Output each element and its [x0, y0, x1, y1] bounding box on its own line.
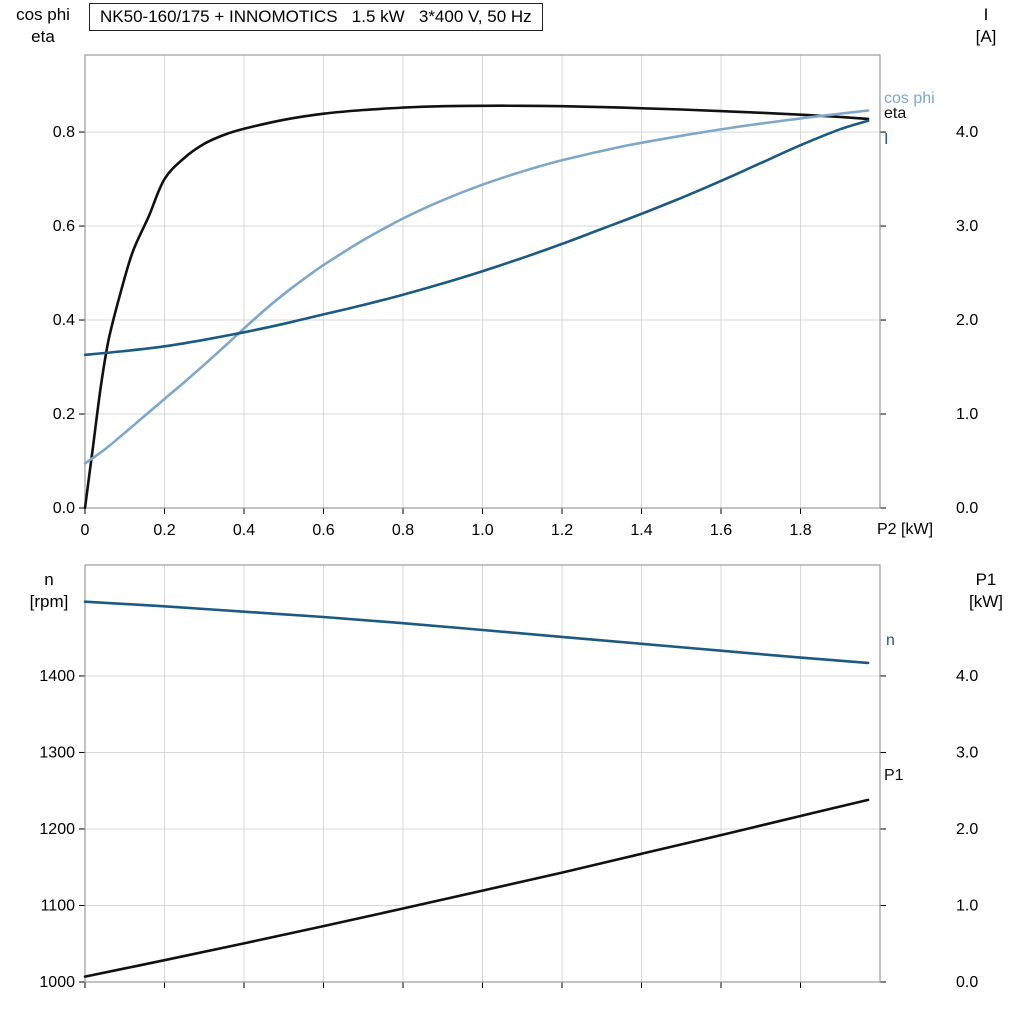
x-tick-label: 0.8	[392, 522, 414, 539]
left-tick-label: 1400	[39, 668, 75, 685]
lower-left-axis-title-line1: n	[44, 570, 54, 589]
x-tick-label: 1.6	[710, 522, 732, 539]
left-tick-label: 1000	[39, 974, 75, 991]
x-tick-label: 0.4	[233, 522, 255, 539]
lower-right-axis-title-line1: P1	[975, 570, 997, 589]
right-tick-label: 2.0	[956, 312, 978, 329]
right-tick-label: 0.0	[956, 500, 978, 517]
right-tick-label: 1.0	[956, 406, 978, 423]
x-axis-label: P2 [kW]	[877, 521, 934, 538]
lower-left-axis-title: n [rpm]	[12, 569, 86, 613]
upper-left-axis-title-line2: eta	[31, 27, 55, 46]
left-tick-label: 0.0	[53, 500, 75, 517]
curve-label-power-in: P1	[884, 767, 904, 784]
lower-right-axis-title: P1 [kW]	[954, 569, 1018, 613]
curve-label-cos-phi: cos phi	[884, 90, 935, 107]
series-i	[83, 119, 870, 357]
x-tick-label: 0.2	[153, 522, 175, 539]
series-n	[83, 600, 870, 665]
x-tick-label: 1.8	[789, 522, 811, 539]
left-tick-label: 0.6	[53, 218, 75, 235]
left-tick-label: 1300	[39, 744, 75, 761]
lower-left-axis-title-line2: [rpm]	[29, 592, 69, 611]
curve-label-current: I	[884, 131, 889, 148]
right-tick-label: 1.0	[956, 897, 978, 914]
curve-label-speed: n	[886, 632, 895, 649]
right-tick-label: 2.0	[956, 821, 978, 838]
left-tick-label: 0.4	[53, 312, 75, 329]
lower-chart: 1000 1100 1200 1300 1400 0.0 1.0 2.0 3.0 4.0	[39, 564, 978, 991]
upper-right-axis-title-line2: [A]	[975, 27, 997, 46]
right-tick-label: 4.0	[956, 668, 978, 685]
x-tick-label: 0	[81, 522, 90, 539]
right-tick-label: 3.0	[956, 744, 978, 761]
upper-left-axis-title-line1: cos phi	[16, 5, 70, 24]
plot-border	[84, 54, 881, 509]
right-tick-label: 4.0	[956, 124, 978, 141]
x-tick-label: 1.2	[551, 522, 573, 539]
chart-title: NK50-160/175 + INNOMOTICS 1.5 kW 3*400 V…	[89, 3, 543, 31]
upper-right-axis-title-line1: I	[983, 5, 989, 24]
upper-chart: 0 0.2 0.4 0.6 0.8 1.0 1.2 1.4 1.6 1.8 0.0 0.2 0.4 0.6…	[53, 54, 978, 539]
left-tick-label: 0.8	[53, 124, 75, 141]
right-tick-label: 0.0	[956, 974, 978, 991]
upper-right-axis-title: I [A]	[954, 4, 1018, 48]
lower-right-axis-title-line2: [kW]	[969, 592, 1003, 611]
x-tick-label: 1.0	[471, 522, 493, 539]
left-tick-label: 1100	[41, 897, 76, 914]
left-tick-label: 1200	[39, 821, 75, 838]
series-p1	[83, 798, 870, 978]
right-tick-label: 3.0	[956, 218, 978, 235]
curve-label-eta: eta	[884, 105, 907, 122]
upper-left-axis-title: cos phi eta	[4, 4, 82, 48]
left-tick-label: 0.2	[53, 406, 75, 423]
x-tick-label: 1.4	[630, 522, 652, 539]
x-tick-label: 0.6	[312, 522, 334, 539]
series-cos-phi	[83, 109, 870, 465]
plot-border	[84, 564, 881, 983]
series-eta	[83, 104, 870, 510]
